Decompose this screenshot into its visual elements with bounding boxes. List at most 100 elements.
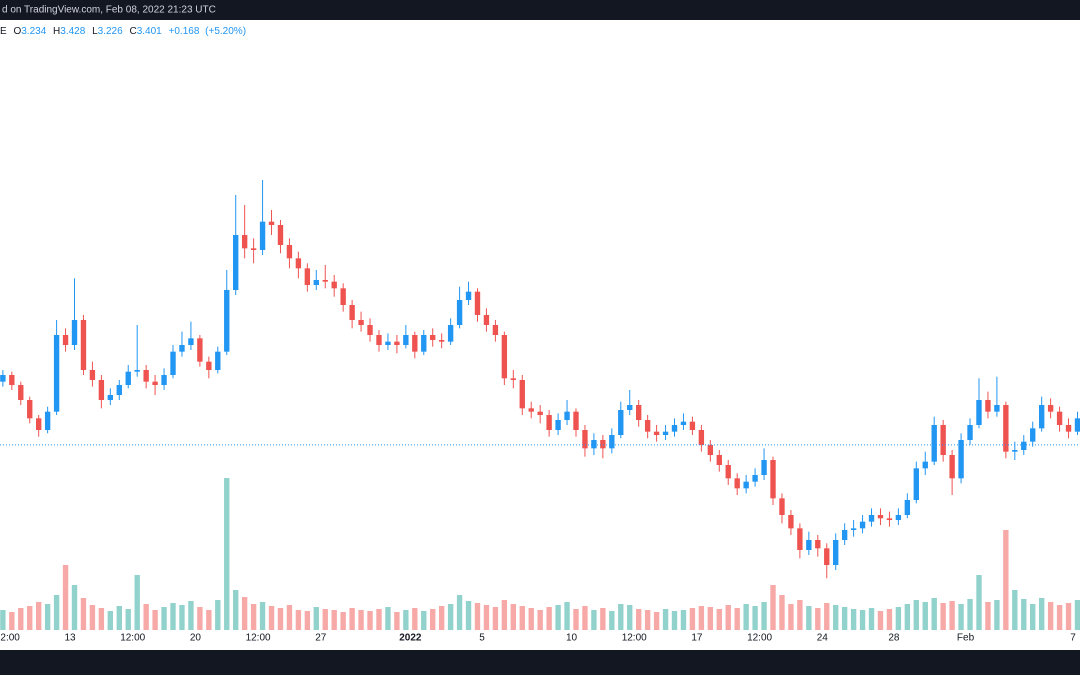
volume-layer <box>0 478 1080 630</box>
volume-bar <box>716 609 722 630</box>
candle-body <box>680 421 687 425</box>
candle-body <box>1030 428 1036 442</box>
candle-body <box>555 420 561 430</box>
candle-body <box>689 421 696 430</box>
candle-body <box>179 345 185 352</box>
candle-body <box>868 515 875 522</box>
candle-body <box>349 305 355 320</box>
ohlc-label: L <box>92 26 98 37</box>
volume-bar <box>161 607 167 630</box>
candle-body <box>152 381 158 385</box>
volume-bar <box>107 611 114 630</box>
candle-body <box>707 445 714 455</box>
volume-bar <box>510 604 516 630</box>
volume-bar <box>465 601 472 630</box>
candle-body <box>806 540 812 550</box>
volume-bar <box>152 610 158 630</box>
candle-body <box>295 258 302 269</box>
volume-bar <box>18 608 24 630</box>
candle-body <box>358 320 364 325</box>
volume-bar <box>931 598 937 630</box>
volume-bar <box>331 610 337 630</box>
volume-bar <box>27 606 33 630</box>
candle-body <box>797 528 803 550</box>
volume-bar <box>519 606 525 630</box>
volume-bar <box>322 609 328 630</box>
volume-bar <box>877 611 884 630</box>
volume-bar <box>850 609 857 630</box>
volume-bar <box>1047 602 1054 630</box>
x-tick-label: 2022 <box>399 633 422 644</box>
candle-body <box>734 478 740 489</box>
x-tick-label: 10 <box>566 633 578 644</box>
volume-bar <box>188 601 194 630</box>
change-pct: (+5.20%) <box>205 26 246 37</box>
volume-bar <box>600 608 606 630</box>
candle-body <box>833 540 839 565</box>
header-text: d on TradingView.com, Feb 08, 2022 21:23… <box>2 5 216 16</box>
candle-body <box>367 325 373 335</box>
candle-body <box>994 405 1000 412</box>
volume-bar <box>1012 590 1018 630</box>
candle-body <box>322 280 328 282</box>
volume-bar <box>277 608 284 630</box>
volume-bar <box>313 607 319 630</box>
candle-body <box>89 370 96 380</box>
candle-body <box>241 235 248 249</box>
candle-body <box>483 315 490 325</box>
volume-bar <box>779 595 785 630</box>
volume-bar <box>403 610 409 630</box>
candle-body <box>474 291 481 315</box>
candle-body <box>537 411 543 415</box>
volume-bar <box>949 601 955 630</box>
candle-body <box>233 235 239 290</box>
candle-body <box>9 375 15 385</box>
ohlc-label: H <box>53 26 60 37</box>
candle-body <box>636 405 642 420</box>
x-tick-label: 12:00 <box>0 633 20 644</box>
candle-body <box>1038 405 1045 429</box>
candle-body <box>546 415 552 430</box>
volume-bar <box>233 590 239 630</box>
candle-body <box>403 335 409 345</box>
volume-bar <box>895 607 902 630</box>
volume-bar <box>474 603 481 630</box>
candle-body <box>1012 450 1018 452</box>
volume-bar <box>1038 598 1045 630</box>
x-tick-label: 13 <box>64 633 76 644</box>
candle-body <box>53 335 60 412</box>
candle-body <box>80 320 87 370</box>
volume-bar <box>143 604 149 630</box>
candle-body <box>528 408 534 412</box>
candle-body <box>949 455 955 479</box>
volume-bar <box>985 602 991 630</box>
volume-bar <box>788 604 794 630</box>
volume-bar <box>215 600 221 630</box>
candle-body <box>125 371 131 385</box>
candle-body <box>698 430 705 445</box>
candle-body <box>752 475 758 482</box>
candle-body <box>788 515 794 529</box>
candle-body <box>313 280 319 285</box>
volume-bar <box>170 603 176 630</box>
ohlc-value: 3.234 <box>21 26 46 37</box>
candle-body <box>1065 425 1072 432</box>
candle-body <box>922 461 928 469</box>
candle-body <box>743 481 749 489</box>
ohlc-label: C <box>129 26 136 37</box>
volume-bar <box>868 608 875 630</box>
x-tick-label: 17 <box>691 633 703 644</box>
candle-body <box>143 370 149 382</box>
volume-bar <box>268 606 275 630</box>
top-bar <box>0 0 1080 20</box>
volume-bar <box>0 610 6 630</box>
candle-body <box>116 385 122 395</box>
candle-body <box>340 288 346 305</box>
volume-bar <box>340 612 346 630</box>
volume-bar <box>483 605 490 630</box>
volume-bar <box>680 610 687 630</box>
x-tick-label: 27 <box>315 633 327 644</box>
candle-body <box>931 425 937 462</box>
volume-bar <box>528 608 534 630</box>
